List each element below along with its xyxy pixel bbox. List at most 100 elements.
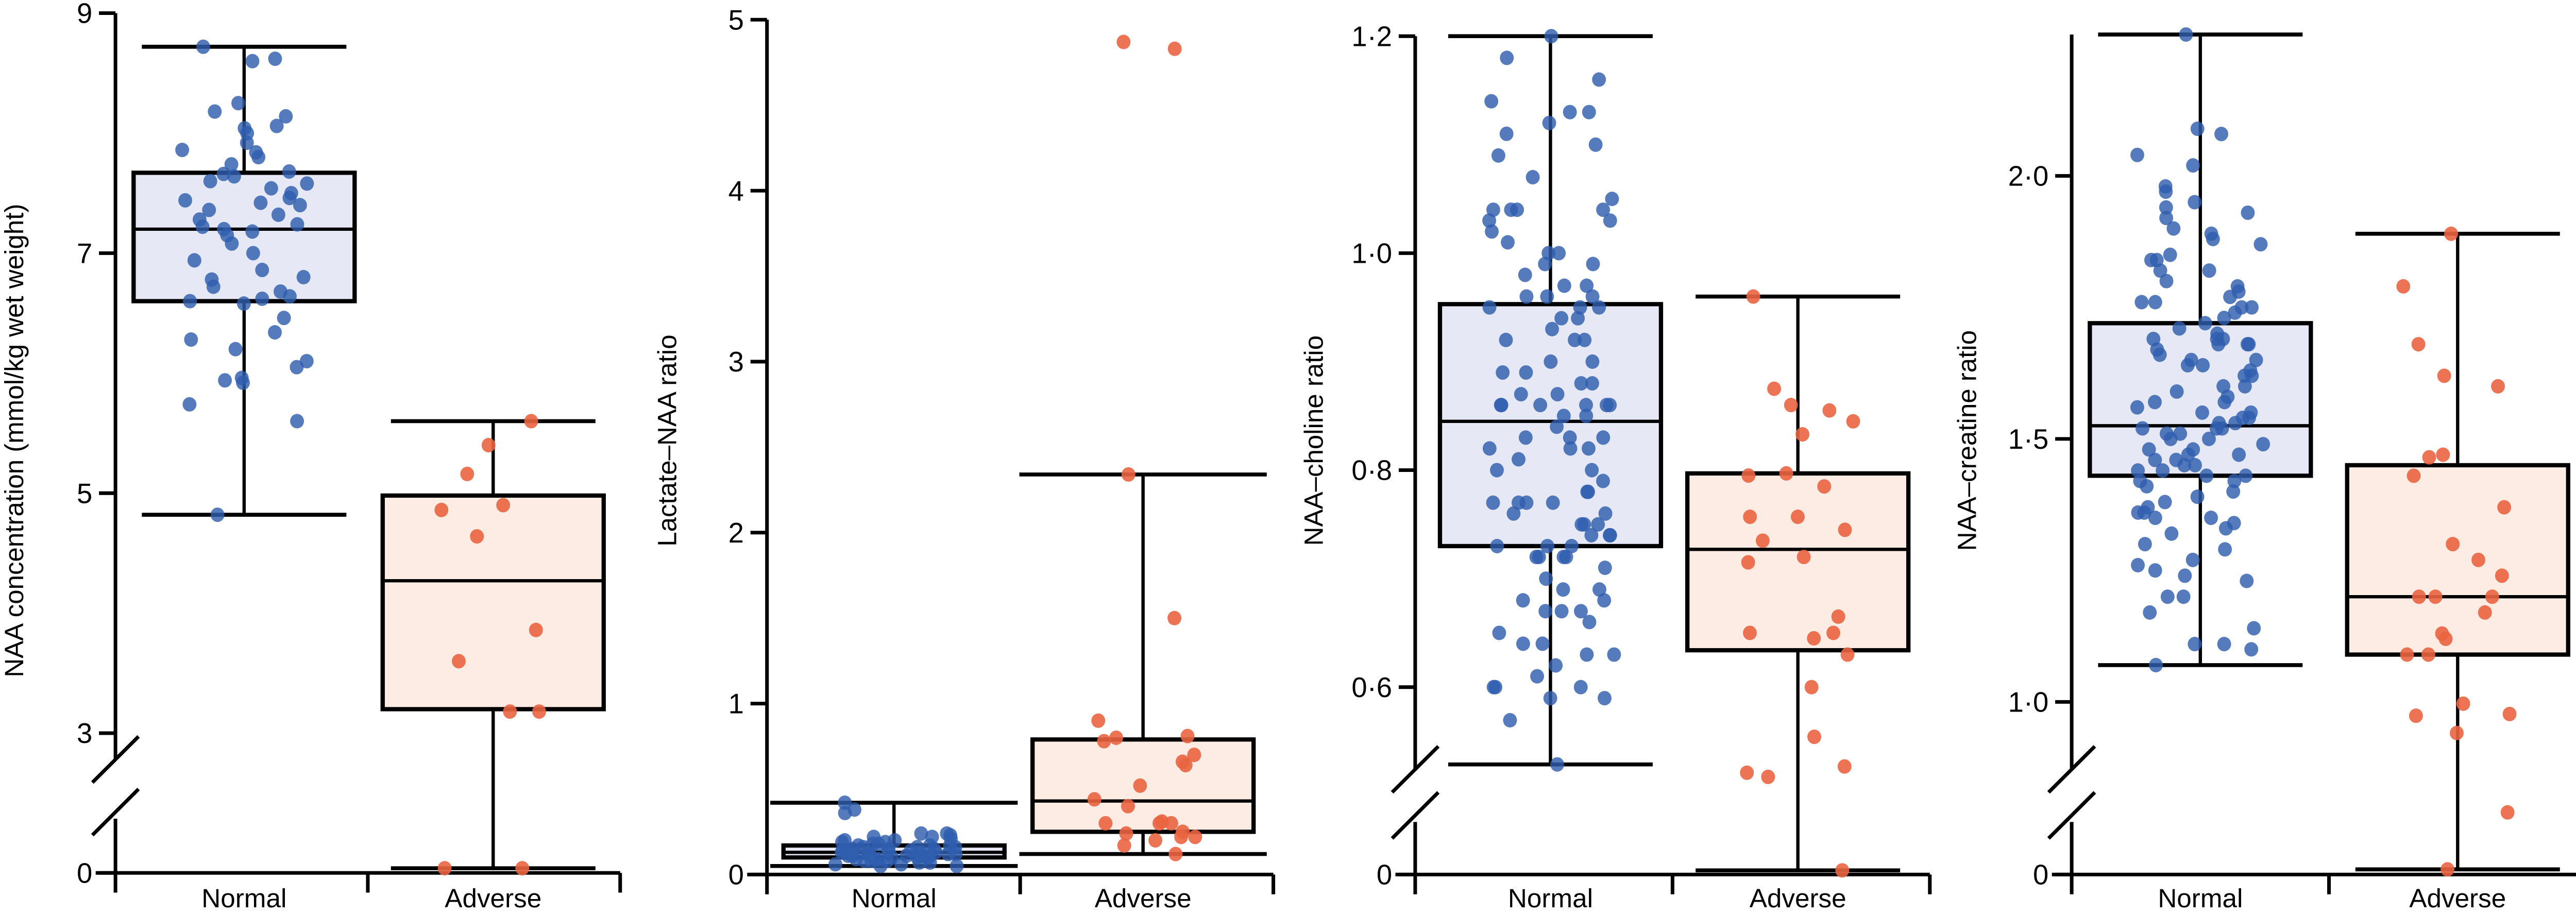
data-point [1840,647,1855,662]
x-category-label: Adverse [2409,884,2506,913]
data-point [183,294,197,309]
data-point [1584,528,1599,543]
y-tick-label: 0 [728,859,744,891]
data-point [437,861,452,876]
data-point [1743,510,1757,524]
data-point [1807,631,1821,646]
data-point [1488,680,1502,695]
data-point [1597,593,1612,608]
data-point [2396,279,2411,294]
data-point [1544,354,1558,369]
data-point [2218,521,2233,536]
data-point [1582,615,1597,630]
data-point [1822,403,1837,418]
data-point [1490,538,1504,553]
data-point [1582,105,1596,120]
data-point [1740,765,1754,780]
data-point [1596,430,1611,445]
data-point [1152,816,1166,831]
data-point [1133,778,1147,793]
data-point [1494,398,1509,413]
data-point [1568,332,1582,347]
data-point [1168,847,1183,861]
data-point [894,857,908,872]
data-point [224,157,239,172]
data-point [2131,557,2145,572]
data-point [2159,211,2174,226]
data-point [253,195,268,210]
data-point [2199,468,2214,483]
data-point [2158,495,2172,510]
data-point [1540,538,1554,553]
panel-lactate-naa-ratio: Lactate–NAA ratio 0 1 2 3 4 5 Normal Adverse [653,5,1276,913]
x-category-label: Adverse [1750,884,1846,913]
data-point [202,202,216,217]
data-point [1741,468,1756,483]
data-point [2148,452,2162,467]
data-point [1563,430,1577,445]
data-point [1817,479,1832,494]
data-point [1554,311,1569,326]
data-point [828,857,842,872]
data-point [2148,295,2162,310]
data-point [264,181,278,196]
data-point [1533,398,1548,413]
data-point [2232,447,2246,462]
data-point [2180,358,2195,373]
data-point [1767,381,1781,396]
data-point [1795,427,1809,442]
data-point [2164,526,2179,541]
data-point [2240,573,2254,588]
data-point [1098,816,1113,831]
data-point [2160,589,2175,604]
data-point [1501,235,1515,250]
data-point [2502,706,2517,721]
data-point [1585,289,1600,304]
data-point [2495,568,2509,583]
data-point [532,704,546,719]
y-tick-label: 5 [77,478,92,509]
data-point [1519,495,1534,510]
data-point [1097,734,1111,749]
data-point [2170,384,2184,399]
data-point [182,397,197,412]
data-point [529,622,543,637]
data-point [2185,552,2200,567]
data-point [2421,647,2435,662]
data-point [225,236,239,251]
data-point [1580,278,1594,293]
data-point [1538,604,1553,619]
y-tick-label: 1·0 [1351,238,1392,269]
data-point [1592,300,1606,315]
data-point [838,805,852,821]
data-point [2163,431,2178,446]
data-point [2218,542,2232,557]
data-point [195,219,210,234]
data-point [470,529,484,544]
data-point [1503,713,1517,727]
data-point [2456,696,2470,711]
data-point [1588,137,1603,152]
data-point [2228,305,2242,320]
data-point [1499,332,1513,347]
data-point [2202,431,2216,446]
data-point [1574,376,1588,391]
box-iqr [131,171,357,303]
y-tick-label: 3 [728,346,744,378]
data-point [2485,589,2499,604]
data-point [1556,549,1571,565]
data-point [1556,409,1571,424]
y-tick-label: 3 [77,718,92,749]
data-point [1512,452,1526,467]
data-point [1779,466,1793,481]
y-axis-label: Lactate–NAA ratio [653,334,682,546]
y-axis-label: NAA concentration (mmol/kg wet weight) [0,204,29,678]
data-point [1585,463,1599,478]
data-point [187,253,201,268]
data-point [271,207,285,222]
data-point [1586,257,1600,272]
data-point [175,143,190,158]
data-point [2411,337,2426,352]
data-point [1797,549,1811,565]
data-point [1580,484,1595,499]
